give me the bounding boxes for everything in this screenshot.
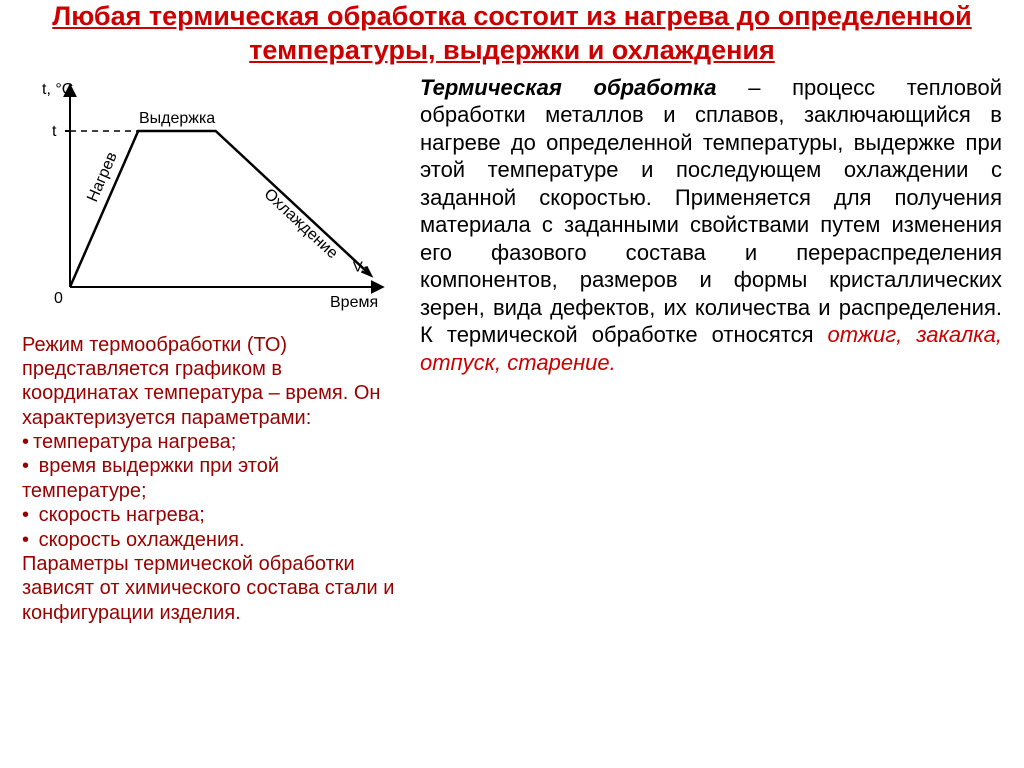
caption-intro: Режим термообработки (ТО) представляется… [22,333,402,431]
caption-outro: Параметры термической обработки зависят … [22,552,402,625]
svg-text:Нагрев: Нагрев [84,149,121,204]
svg-text:Выдержка: Выдержка [139,110,215,127]
svg-text:0: 0 [54,290,63,307]
svg-text:Время: Время [330,294,378,311]
right-column: Термическая обработка – процесс тепловой… [420,74,1002,626]
svg-text:Охлаждение: Охлаждение [260,185,341,262]
page-title: Любая термическая обработка состоит из н… [22,0,1002,68]
param-item: температура нагрева; [22,430,402,454]
svg-text:t: t [52,123,57,140]
content-row: t, °Ct0ВремяНагревВыдержкаОхлаждениеV₁ Р… [22,74,1002,626]
heat-treatment-chart: t, °Ct0ВремяНагревВыдержкаОхлаждениеV₁ [22,74,392,329]
svg-text:t, °C: t, °C [42,81,73,98]
left-column: t, °Ct0ВремяНагревВыдержкаОхлаждениеV₁ Р… [22,74,402,626]
caption-block: Режим термообработки (ТО) представляется… [22,333,402,626]
definition-text: Термическая обработка – процесс тепловой… [420,74,1002,377]
param-list: температура нагрева; время выдержки при … [22,430,402,552]
param-item: скорость нагрева; [22,503,402,527]
definition-body: – процесс тепловой обработки металлов и … [420,75,1002,348]
definition-term: Термическая обработка [420,75,717,100]
param-item: время выдержки при этой температуре; [22,454,402,503]
param-item: скорость охлаждения. [22,528,402,552]
